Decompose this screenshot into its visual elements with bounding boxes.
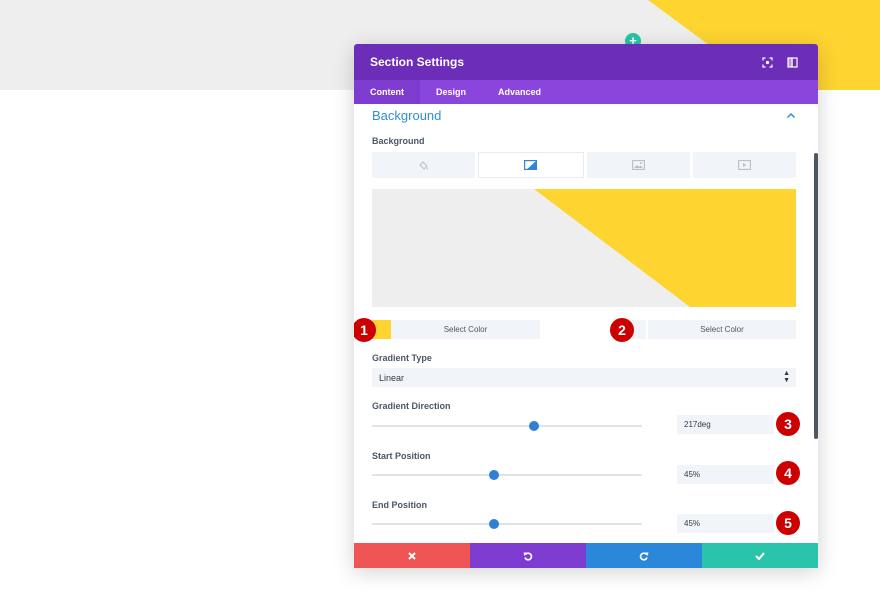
chevron-up-icon [786,112,796,119]
save-button[interactable] [702,543,818,568]
annotation-badge-4: 4 [776,461,800,485]
gradient-icon [524,160,538,170]
gradient-direction-label: Gradient Direction [372,401,451,411]
cancel-button[interactable] [354,543,470,568]
fullscreen-icon[interactable] [757,52,777,72]
image-icon [631,160,645,170]
redo-button[interactable] [586,543,702,568]
modal-tabs: Content Design Advanced [354,80,818,104]
end-position-input[interactable]: 45% [677,514,774,533]
start-position-slider[interactable] [372,470,642,480]
annotation-badge-2: 2 [610,318,634,342]
background-label: Background [372,136,425,146]
start-position-label: Start Position [372,451,431,461]
undo-icon [523,551,533,561]
gradient-preview [372,189,796,307]
end-position-label: End Position [372,500,427,510]
bg-type-video[interactable] [692,152,796,178]
redo-icon [639,551,649,561]
annotation-badge-1: 1 [354,318,376,342]
bg-type-image[interactable] [586,152,690,178]
tab-advanced[interactable]: Advanced [498,87,542,97]
section-title: Background [372,108,442,123]
gradient-direction-slider[interactable] [372,421,642,431]
gradient-type-value: Linear [379,372,405,383]
tab-design[interactable]: Design [436,87,467,97]
gradient-direction-handle[interactable] [529,421,539,431]
select-color-1-button[interactable]: Select Color [391,320,540,339]
color-fill-icon [419,160,428,170]
gradient-direction-input[interactable]: 217deg [677,415,774,434]
background-section-toggle[interactable]: Background [372,108,796,123]
end-position-slider[interactable] [372,519,642,529]
split-view-icon[interactable] [782,52,802,72]
start-position-handle[interactable] [488,470,499,480]
modal-title: Section Settings [370,55,465,69]
background-type-tabs [372,152,796,178]
annotation-badge-5: 5 [776,511,800,535]
close-icon [408,551,416,560]
gradient-color-1-swatch[interactable] [372,320,391,339]
start-position-input[interactable]: 45% [677,465,774,484]
bg-type-gradient[interactable] [478,152,584,178]
plus-icon: + [629,33,637,48]
annotation-badge-3: 3 [776,412,800,436]
scrollbar[interactable] [814,153,818,439]
modal-body: Background Background [354,104,818,543]
check-icon [755,551,765,560]
bg-type-color[interactable] [372,152,476,178]
video-icon [737,160,751,170]
select-color-2-button[interactable]: Select Color [648,320,796,339]
end-position-handle[interactable] [488,519,499,529]
select-arrows-icon: ▲ ▼ [783,370,790,384]
section-settings-modal: Section Settings Content Design Advanced [354,44,818,568]
gradient-type-select[interactable]: Linear ▲ ▼ [372,368,796,387]
tab-content[interactable]: Content [354,80,420,104]
modal-header: Section Settings [354,44,818,80]
gradient-type-label: Gradient Type [372,353,432,363]
undo-button[interactable] [470,543,586,568]
modal-footer [354,543,818,568]
